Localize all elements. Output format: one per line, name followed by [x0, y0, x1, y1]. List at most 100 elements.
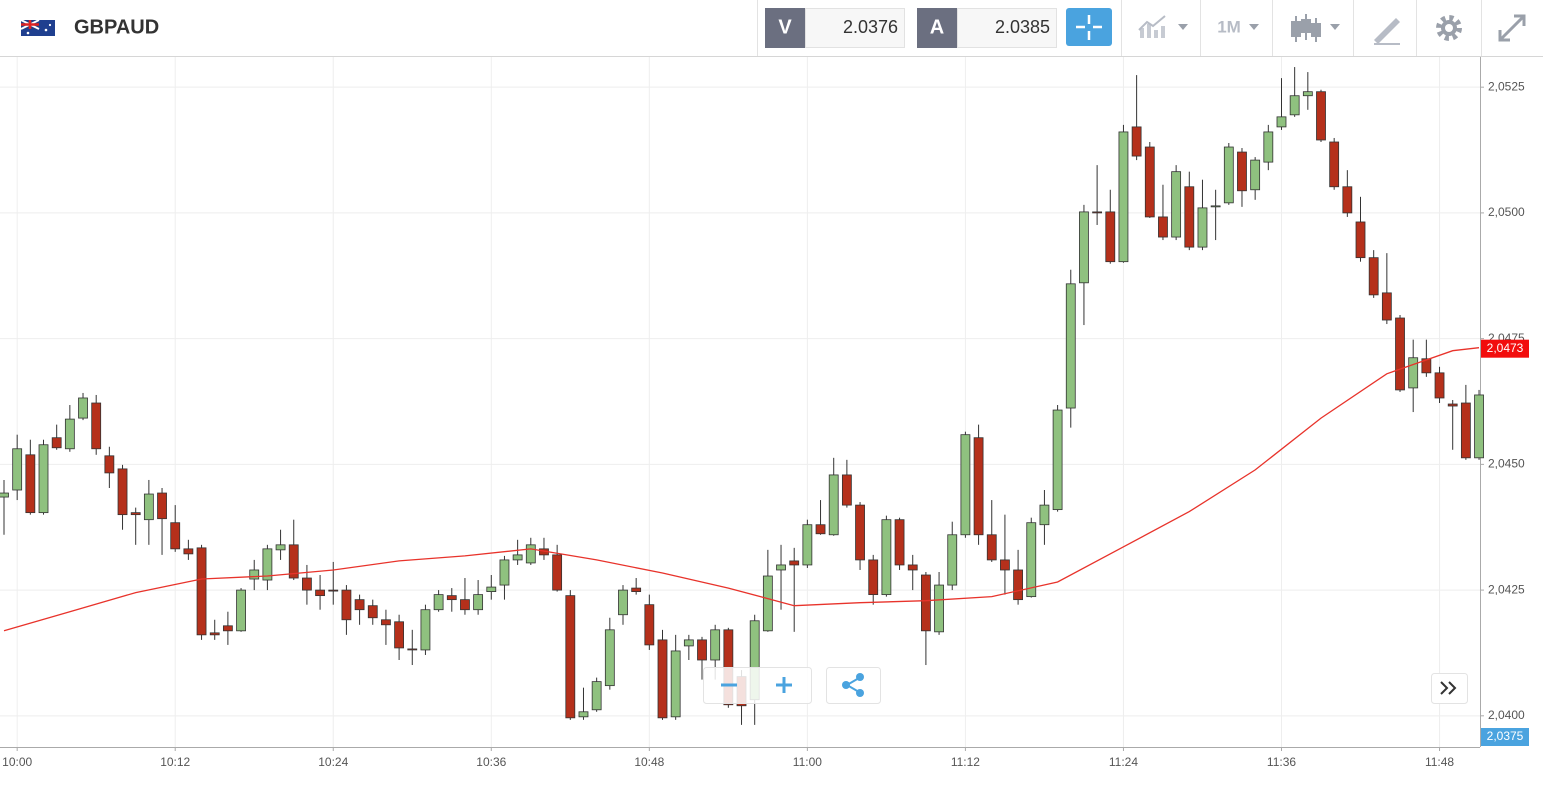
candle-body: [104, 455, 115, 474]
drawing-button[interactable]: [1374, 18, 1400, 45]
axis-labels: 2,04002,04252,04502,04752,05002,052510:0…: [2, 79, 1529, 769]
candle-body: [618, 589, 628, 616]
x-tick-label: 10:12: [160, 755, 190, 769]
candle-body: [157, 492, 167, 520]
x-tick-label: 11:24: [1109, 755, 1138, 769]
candle-body: [1065, 283, 1076, 409]
candle-body: [1223, 146, 1234, 204]
candle-body: [25, 454, 36, 514]
candle-body: [986, 534, 997, 561]
candle-style-button[interactable]: [1291, 14, 1340, 42]
candle-body: [1460, 402, 1471, 459]
candle-body: [249, 569, 260, 580]
candle-body: [1368, 257, 1379, 296]
candle-body: [354, 599, 365, 611]
bid-box[interactable]: [805, 8, 905, 48]
candle-body: [394, 621, 405, 649]
candle-body: [828, 474, 839, 536]
ask-box[interactable]: [957, 8, 1057, 48]
timeframe[interactable]: 1M: [1217, 17, 1241, 36]
candle-body: [499, 559, 510, 586]
candle-body: [1289, 95, 1300, 116]
fullscreen-button[interactable]: [1498, 14, 1526, 42]
candle-body: [841, 474, 852, 506]
candle-body: [868, 559, 879, 596]
candle-body: [1329, 141, 1340, 188]
candle-body: [1355, 221, 1366, 259]
bid-label: V: [778, 16, 792, 38]
candle-body: [1263, 131, 1274, 163]
candle-body: [1250, 159, 1261, 191]
share-button[interactable]: [826, 667, 881, 704]
candle-body: [578, 711, 589, 718]
candle-body: [947, 534, 958, 586]
ask-label: A: [930, 16, 944, 38]
candle-body: [446, 595, 457, 601]
candle-body: [710, 629, 721, 661]
candle-body: [275, 544, 286, 551]
candle-body: [1026, 522, 1037, 598]
candle-body: [473, 594, 484, 611]
scroll-end-button[interactable]: [1431, 673, 1468, 704]
candle-body: [960, 434, 971, 536]
candle-body: [644, 604, 655, 646]
candle-body: [315, 589, 325, 597]
y-tick-label: 2,0400: [1488, 708, 1525, 722]
candle-body: [631, 587, 642, 592]
candle-body: [1144, 146, 1155, 218]
bid-badge[interactable]: [765, 8, 805, 48]
candle-body: [1171, 171, 1182, 238]
settings-button[interactable]: [1436, 15, 1462, 41]
zoom-box: [703, 667, 812, 704]
candle-body: [460, 599, 470, 611]
candle-body: [1118, 131, 1129, 263]
candle-body: [789, 560, 800, 566]
candle-body: [1434, 372, 1445, 399]
candle-body: [1092, 211, 1103, 214]
flag: [20, 19, 55, 36]
candle-body: [1013, 569, 1023, 601]
candle-body: [525, 544, 536, 564]
candle-body: [697, 639, 707, 661]
candle-body: [1342, 186, 1353, 214]
candle-body: [512, 554, 523, 561]
candle-body: [302, 577, 312, 591]
candle-body: [12, 448, 23, 491]
candle-body: [762, 575, 773, 632]
candle-body: [591, 681, 602, 711]
candle-body: [236, 589, 246, 632]
candle-body: [222, 625, 233, 632]
price-tag: [1481, 339, 1529, 358]
x-tick-label: 11:36: [1267, 755, 1296, 769]
candle-body: [420, 609, 431, 651]
candle-body: [1316, 91, 1326, 141]
candle-body: [117, 468, 128, 516]
candle-body: [381, 619, 391, 626]
candle-body: [894, 519, 905, 566]
candle-body: [934, 584, 944, 633]
y-tick-label: 2,0525: [1488, 79, 1525, 93]
candle-body: [1395, 317, 1405, 391]
candle-body: [1052, 409, 1063, 511]
ask-price: 2.0385: [995, 17, 1050, 37]
candle-body: [1474, 394, 1484, 459]
candle-body: [183, 548, 194, 555]
candle-body: [0, 492, 9, 498]
zoom-controls: [703, 667, 812, 704]
x-tick-label: 10:24: [318, 755, 348, 769]
candle-body: [1079, 211, 1089, 284]
candle-body: [881, 519, 892, 596]
candle-body: [1447, 403, 1458, 407]
ask-badge[interactable]: [917, 8, 957, 48]
zoom-in-button[interactable]: [776, 677, 792, 693]
crosshair-button[interactable]: [1066, 8, 1112, 46]
candle-body: [407, 648, 418, 651]
candle-body: [1237, 151, 1247, 192]
x-tick-label: 10:00: [2, 755, 32, 769]
candle-body: [1197, 207, 1208, 248]
chart-type-button[interactable]: [1138, 15, 1188, 38]
bid-price: 2.0376: [843, 17, 898, 37]
y-tick-label: 2,0450: [1488, 457, 1525, 471]
candle-body: [288, 544, 299, 579]
